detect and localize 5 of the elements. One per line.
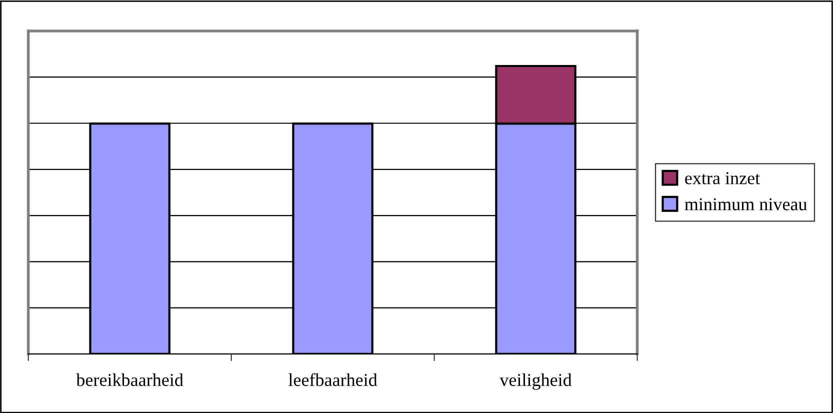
x-tick-label: leefbaarheid [288, 373, 378, 386]
legend-label: minimum niveau [684, 198, 807, 210]
x-tick-label: bereikbaarheid [76, 373, 184, 386]
legend-label: extra inzet [685, 172, 760, 184]
x-tick-label: veiligheid [500, 373, 572, 390]
